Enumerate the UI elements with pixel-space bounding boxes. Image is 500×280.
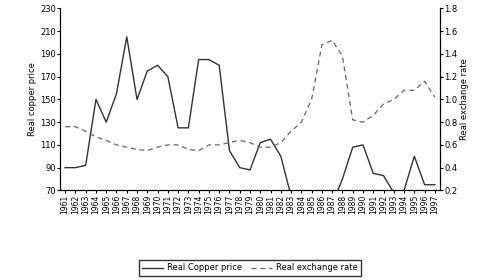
Real Copper price [329,202,335,206]
Real Copper price [422,183,428,186]
Real exchange rate [268,146,274,149]
Real Copper price [401,189,407,192]
Real exchange rate [422,80,428,83]
Real Copper price [175,126,181,130]
Real Copper price [432,183,438,186]
Y-axis label: Real exchange rate: Real exchange rate [460,59,469,140]
Real Copper price [236,166,242,169]
Real Copper price [124,35,130,39]
Real Copper price [268,137,274,141]
Real exchange rate [144,149,150,152]
Real Copper price [370,172,376,175]
Real exchange rate [278,141,284,144]
Real exchange rate [247,141,253,144]
Real exchange rate [206,143,212,147]
Real Copper price [165,75,171,78]
Real exchange rate [288,130,294,133]
Real Copper price [206,58,212,61]
Real exchange rate [370,114,376,117]
Real exchange rate [360,120,366,124]
Real Copper price [391,191,397,194]
Real exchange rate [103,139,109,142]
Real exchange rate [165,143,171,147]
Real Copper price [144,69,150,73]
Real Copper price [186,126,192,130]
Real Copper price [134,98,140,101]
Line: Real Copper price: Real Copper price [65,37,435,204]
Real Copper price [319,202,325,206]
Real Copper price [308,200,314,204]
Y-axis label: Real copper price: Real copper price [28,62,37,136]
Real Copper price [340,177,345,181]
Real exchange rate [350,118,356,122]
Real Copper price [72,166,78,169]
Real Copper price [247,168,253,172]
Real exchange rate [236,139,242,142]
Real exchange rate [391,98,397,101]
Real Copper price [62,166,68,169]
Real exchange rate [216,143,222,147]
Real exchange rate [258,146,264,149]
Real Copper price [288,194,294,198]
Real Copper price [226,149,232,152]
Real Copper price [114,92,119,95]
Real Copper price [380,174,386,177]
Real exchange rate [329,39,335,42]
Real Copper price [278,155,284,158]
Real Copper price [82,164,88,167]
Real exchange rate [298,120,304,124]
Real exchange rate [380,102,386,106]
Real exchange rate [62,125,68,128]
Real Copper price [216,64,222,67]
Real Copper price [360,143,366,147]
Real exchange rate [82,130,88,133]
Real exchange rate [175,143,181,147]
Real Copper price [350,146,356,149]
Real exchange rate [308,98,314,101]
Real exchange rate [412,88,418,92]
Real exchange rate [124,146,130,149]
Real Copper price [103,120,109,124]
Real Copper price [196,58,202,61]
Real exchange rate [401,88,407,92]
Real exchange rate [319,43,325,46]
Real Copper price [412,155,418,158]
Real exchange rate [134,148,140,151]
Real Copper price [93,98,99,101]
Real exchange rate [226,141,232,144]
Real Copper price [258,141,264,144]
Real exchange rate [114,143,119,147]
Real Copper price [298,191,304,194]
Real exchange rate [340,55,345,58]
Real exchange rate [72,125,78,128]
Real exchange rate [154,146,160,149]
Real exchange rate [93,135,99,139]
Real exchange rate [186,148,192,151]
Line: Real exchange rate: Real exchange rate [65,40,435,151]
Real Copper price [154,64,160,67]
Legend: Real Copper price, Real exchange rate: Real Copper price, Real exchange rate [139,260,361,276]
Real exchange rate [196,149,202,152]
Real exchange rate [432,95,438,99]
